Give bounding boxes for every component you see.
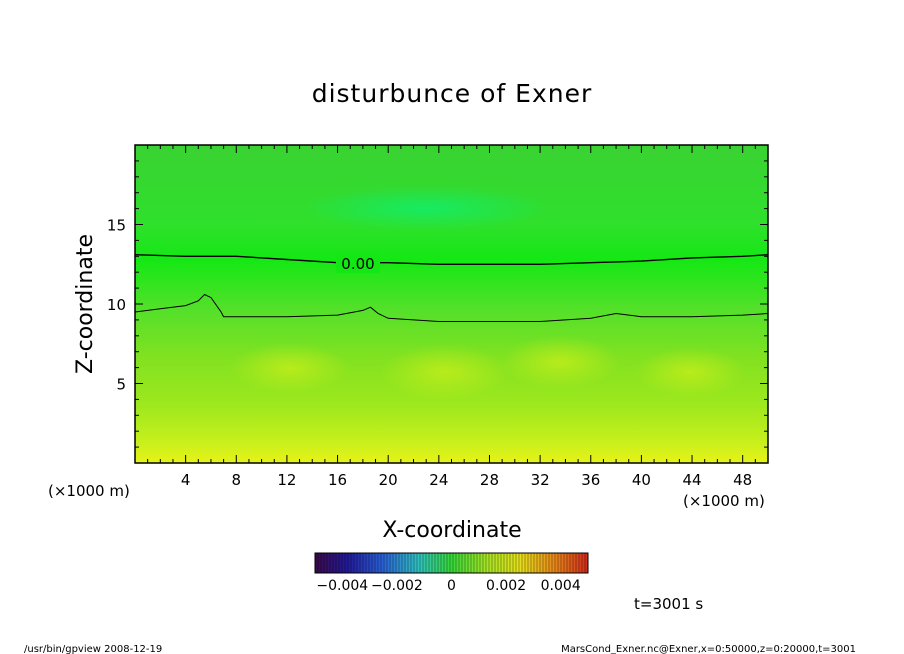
x-tick-label: 8 (232, 471, 242, 489)
field-lower-highlight-1 (230, 343, 350, 393)
colorbar-stripes (317, 553, 586, 573)
y-tick-label: 15 (107, 217, 126, 235)
x-tick-label: 16 (328, 471, 347, 489)
colorbar-tick-label: −0.002 (371, 578, 423, 594)
time-label: t=3001 s (634, 595, 703, 613)
y-tick-label: 5 (116, 376, 126, 394)
y-tick-label: 10 (107, 296, 126, 314)
contour-lines (135, 254, 768, 322)
x-tick-label: 12 (277, 471, 296, 489)
footer-right: MarsCond_Exner.nc@Exner,x=0:50000,z=0:20… (561, 644, 856, 654)
colorbar-tick-label: 0 (447, 578, 456, 594)
x-tick-label: 24 (429, 471, 448, 489)
colorbar-tick-label: 0.004 (541, 578, 581, 594)
x-tick-label: 4 (181, 471, 191, 489)
x-unit-label-left: (×1000 m) (48, 482, 130, 500)
contour-label: 0.00 (341, 255, 374, 273)
field-upper-highlight (300, 186, 550, 230)
field-lower-highlight-4 (635, 347, 745, 397)
colorbar: −0.004 −0.002 0 0.002 0.004 (314, 552, 589, 594)
x-tick-label: 28 (480, 471, 499, 489)
x-tick-label: 36 (581, 471, 600, 489)
x-tick-label: 40 (632, 471, 651, 489)
chart-title: disturbunce of Exner (312, 79, 593, 108)
colorbar-tick-label: 0.002 (486, 578, 526, 594)
field-lower-highlight-2 (380, 344, 510, 400)
colorbar-tick-labels: −0.004 −0.002 0 0.002 0.004 (316, 578, 580, 594)
x-unit-label-right: (×1000 m) (683, 492, 765, 510)
x-tick-label: 48 (733, 471, 752, 489)
contour-label-background (336, 253, 380, 273)
x-tick-label: 44 (682, 471, 701, 489)
colorbar-frame (314, 552, 589, 574)
x-axis-label: X-coordinate (382, 518, 521, 543)
x-tick-label: 32 (531, 471, 550, 489)
contour-line (135, 254, 768, 265)
field-lower-highlight-3 (500, 336, 620, 388)
contour-line (135, 293, 768, 322)
colorbar-fill (315, 553, 588, 573)
y-axis-label: Z-coordinate (73, 234, 98, 374)
field-area (135, 145, 768, 463)
x-tick-label: 20 (379, 471, 398, 489)
footer-left: /usr/bin/gpview 2008-12-19 (24, 644, 162, 654)
colorbar-tick-label: −0.004 (316, 578, 368, 594)
